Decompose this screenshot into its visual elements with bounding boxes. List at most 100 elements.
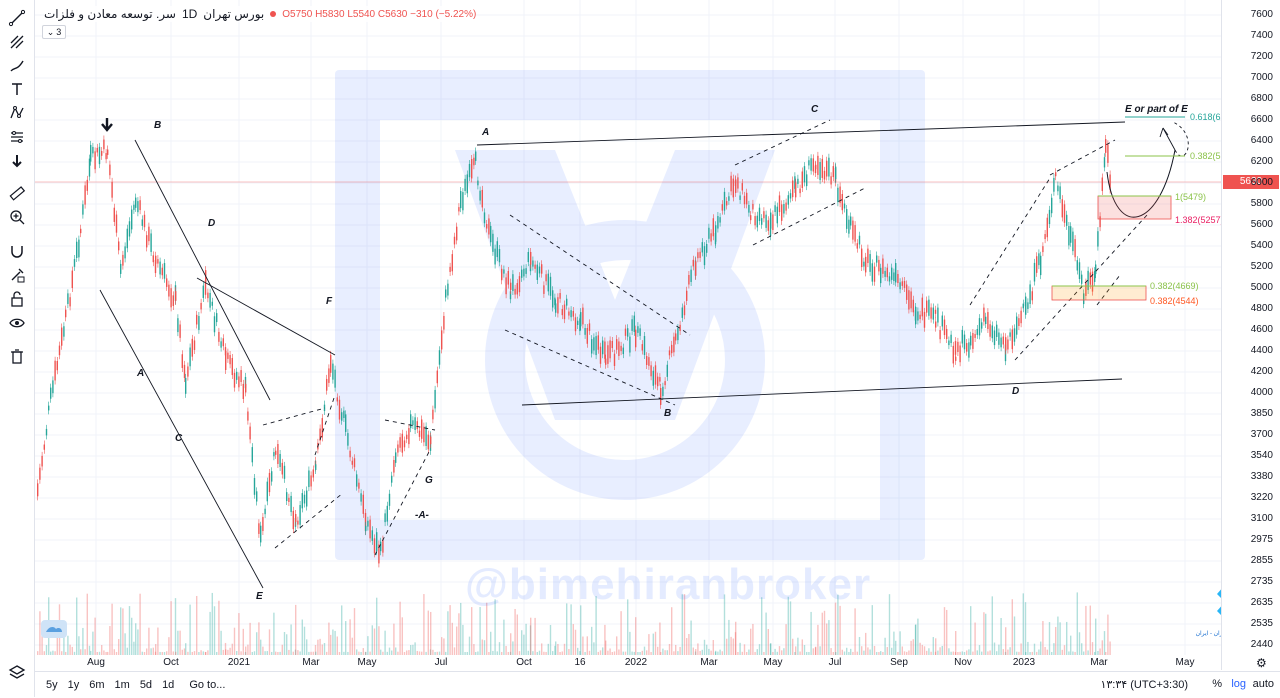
candle [950, 334, 952, 344]
volume-bar [453, 647, 456, 655]
price-chart[interactable] [35, 0, 1221, 670]
price-tick: 7400 [1250, 30, 1273, 41]
volume-bar [107, 651, 109, 655]
candle [80, 228, 82, 234]
timezone-clock[interactable]: ۱۳:۳۴ (UTC+3:30) [1100, 679, 1188, 691]
range-1d-button[interactable]: 1d [162, 679, 175, 691]
symbol-name[interactable]: سر. توسعه معادن و فلزات [44, 7, 176, 21]
candle [94, 151, 96, 170]
chart-settings-icon[interactable]: ⚙ [1256, 656, 1267, 670]
volume-bar [748, 649, 750, 655]
candle [1091, 271, 1094, 292]
volume-bar [597, 651, 599, 655]
brush-icon[interactable] [7, 56, 27, 76]
candle [948, 340, 950, 346]
lock-drawing-icon[interactable] [7, 265, 27, 285]
candle [861, 248, 863, 268]
volume-bar [991, 596, 993, 655]
range-1y-button[interactable]: 1y [67, 679, 80, 691]
pitchfork-icon[interactable] [7, 32, 27, 52]
candle [974, 333, 976, 338]
price-axis[interactable]: 5630 7600 7400 7200 7000 6800 6600 6400 6200 600… [1221, 0, 1280, 670]
candle [358, 482, 360, 489]
volume-bar [624, 651, 627, 655]
candle [78, 239, 80, 258]
interval-label[interactable]: 1D [181, 7, 198, 21]
volume-bar [690, 620, 692, 655]
volume-bar [987, 651, 989, 655]
candle [464, 178, 466, 191]
volume-bar [1066, 621, 1068, 655]
candle [641, 344, 643, 351]
layers-icon[interactable] [7, 662, 27, 682]
candle [58, 345, 61, 356]
candle [666, 364, 668, 377]
trend-line-icon[interactable] [7, 8, 27, 28]
volume-bar [338, 651, 341, 655]
percent-scale-toggle[interactable]: % [1212, 678, 1222, 690]
volume-bar [347, 651, 349, 655]
time-tick: Nov [954, 657, 972, 668]
volume-bar [306, 639, 308, 655]
candle [624, 328, 627, 336]
volume-bar [189, 604, 191, 655]
range-5d-button[interactable]: 5d [139, 679, 153, 691]
goto-button[interactable]: Go to... [189, 679, 226, 691]
volume-bar [297, 650, 299, 655]
range-1m-button[interactable]: 1m [114, 679, 130, 691]
candle [910, 291, 912, 309]
candle [451, 254, 453, 272]
volume-bar [54, 651, 56, 655]
volume-bar [148, 627, 150, 655]
eye-icon[interactable] [7, 313, 27, 333]
volume-bar [923, 646, 926, 655]
text-icon[interactable] [7, 79, 27, 99]
symbol-legend[interactable]: سر. توسعه معادن و فلزات 1D بورس تهران O5… [44, 6, 477, 22]
volume-bar [726, 638, 728, 655]
volume-bar [832, 651, 834, 655]
volume-bar [1005, 627, 1007, 655]
time-axis[interactable]: Aug Oct 2021 Mar May Jul Oct 16 2022 Mar May Jul Sep… [35, 655, 1221, 671]
volume-bar [781, 650, 783, 655]
volume-bar [294, 649, 297, 655]
candle [187, 366, 189, 377]
volume-bar [776, 651, 778, 655]
candle [538, 266, 541, 274]
price-tick: 6400 [1250, 135, 1273, 146]
arrow-down-icon[interactable] [7, 151, 27, 171]
trash-icon[interactable] [7, 346, 27, 366]
candle [878, 259, 880, 272]
zoom-in-icon[interactable] [7, 207, 27, 227]
pattern-icon[interactable] [7, 103, 27, 123]
candle [312, 469, 314, 478]
magnet-icon[interactable] [7, 241, 27, 261]
range-6m-button[interactable]: 6m [89, 679, 105, 691]
candle [812, 158, 814, 172]
volume-bar [941, 645, 943, 655]
chart-pane[interactable]: @bimehiranbroker B D F A C E G -A- A C B… [35, 0, 1276, 670]
auto-scale-toggle[interactable]: auto [1252, 678, 1274, 690]
prediction-icon[interactable] [7, 127, 27, 147]
volume-bar [830, 648, 832, 655]
wave-label-d: D [208, 218, 216, 229]
candle [109, 164, 111, 176]
indicators-toggle[interactable]: ⌄ 3 [42, 25, 66, 39]
log-scale-toggle[interactable]: log [1231, 678, 1246, 690]
candle [434, 389, 436, 409]
volume-bar [688, 634, 690, 655]
candle [360, 493, 362, 502]
candle [84, 185, 86, 205]
volume-bar [895, 640, 897, 655]
candle [917, 311, 919, 321]
candle [852, 220, 854, 240]
candle [198, 316, 200, 330]
candle [789, 193, 792, 199]
candle [752, 203, 754, 210]
candle [107, 149, 109, 155]
candle [708, 227, 710, 239]
volume-bar [319, 638, 321, 655]
range-5y-button[interactable]: 5y [46, 679, 58, 691]
ruler-icon[interactable] [7, 183, 27, 203]
volume-bar [382, 651, 384, 655]
unlock-icon[interactable] [7, 289, 27, 309]
